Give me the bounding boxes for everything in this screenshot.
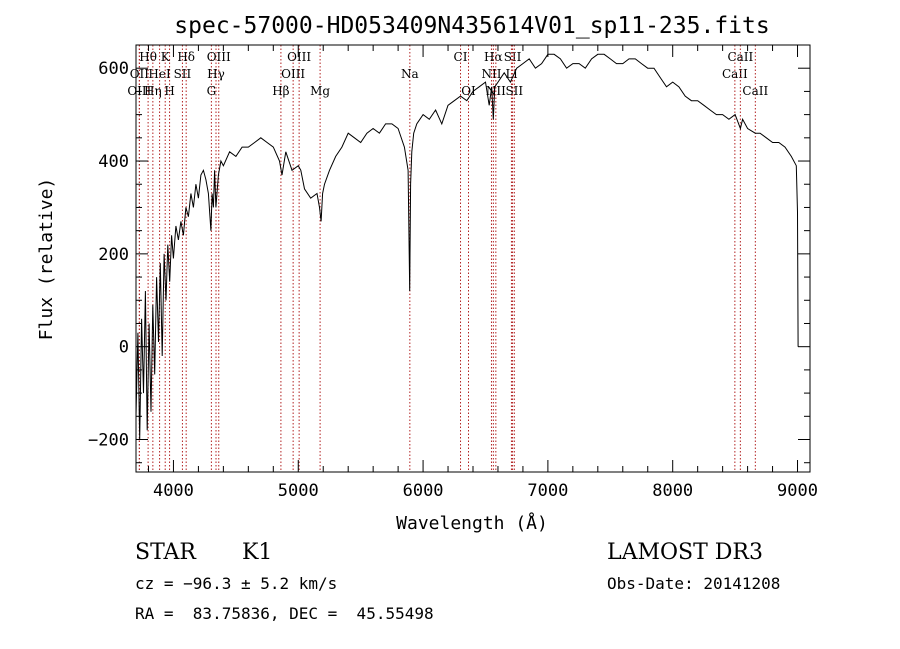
spectral-line-label: CaII xyxy=(722,67,748,81)
redshift-cz: cz = −96.3 ± 5.2 km/s xyxy=(135,574,338,593)
spectral-line-label: CaII xyxy=(742,84,768,98)
plot-frame xyxy=(135,44,811,473)
observation-date: Obs-Date: 20141208 xyxy=(607,574,781,593)
x-tick-label: 7000 xyxy=(527,481,568,501)
flux-series-line xyxy=(135,53,799,440)
spectral-line-label: Mg xyxy=(310,84,330,98)
spectral-line-label: Hη xyxy=(144,84,162,98)
spectral-line-label: NII xyxy=(486,84,506,98)
spectral-line-label: Hβ xyxy=(272,84,289,98)
y-tick-label: −200 xyxy=(88,431,129,451)
x-tick-label: 4000 xyxy=(153,481,194,501)
spectral-line-label: Hδ xyxy=(177,50,195,64)
spectral-line-label: OIII xyxy=(281,67,305,81)
y-tick-label: 0 xyxy=(119,338,129,358)
coordinates: RA = 83.75836, DEC = 45.55498 xyxy=(135,604,434,623)
spectral-line-label: SII xyxy=(174,67,192,81)
chart-title: spec-57000-HD053409N435614V01_sp11-235.f… xyxy=(174,13,769,39)
spectral-line-label: OIII xyxy=(287,50,311,64)
spectral-line-label: CaII xyxy=(727,50,753,64)
spectral-line-label: NII xyxy=(481,67,501,81)
spectral-line-label: H xyxy=(164,84,174,98)
spectral-lines: OIIOIIIHθHηHeIKHSIIHδGHγOIIIHβOIIIOIIIMg… xyxy=(127,45,768,472)
y-tick-label: 200 xyxy=(98,245,129,265)
survey-name: LAMOST DR3 xyxy=(607,540,763,565)
x-tick-label: 9000 xyxy=(777,481,818,501)
spectral-line-label: CI xyxy=(454,50,468,64)
x-tick-label: 5000 xyxy=(278,481,319,501)
spectral-line-label: K xyxy=(161,50,171,64)
spectral-line-label: Hγ xyxy=(207,67,225,81)
object-class: STAR xyxy=(135,540,196,565)
axis-ticks: 4000 5000 6000 7000 8000 9000 −200 0 200 400 600 xyxy=(88,44,818,501)
x-tick-label: 8000 xyxy=(652,481,693,501)
x-axis-label: Wavelength (Å) xyxy=(396,512,548,534)
spectral-line-label: Hα xyxy=(484,50,503,64)
spectral-line-label: SII xyxy=(504,50,522,64)
spectral-line-label: Li xyxy=(506,67,518,81)
spectral-line-label: Na xyxy=(401,67,419,81)
spectral-line-label: HeI xyxy=(148,67,171,81)
spectral-line-label: OIII xyxy=(207,50,231,64)
spectral-line-label: G xyxy=(207,84,217,98)
y-tick-label: 600 xyxy=(98,59,129,79)
y-axis-label: Flux (relative) xyxy=(36,178,57,341)
spectral-line-label: SII xyxy=(505,84,523,98)
object-subclass: K1 xyxy=(242,540,273,565)
x-tick-label: 6000 xyxy=(403,481,444,501)
y-tick-label: 400 xyxy=(98,152,129,172)
spectral-line-label: OI xyxy=(461,84,476,98)
spectral-line-label: Hθ xyxy=(139,50,157,64)
